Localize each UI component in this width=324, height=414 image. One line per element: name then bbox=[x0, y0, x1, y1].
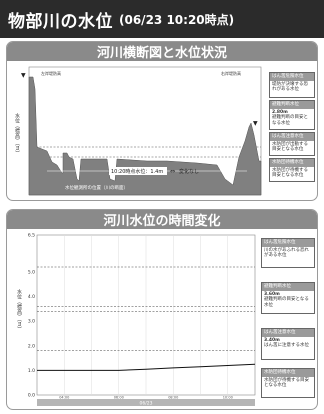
title-bar: 物部川の水位 (06/23 10:20時点) bbox=[0, 0, 324, 38]
cross-section-heading: 河川横断図と水位状況 bbox=[7, 42, 317, 61]
page-title: 物部川の水位 bbox=[8, 11, 113, 32]
ts-x-tick-label: 06:00 bbox=[114, 396, 124, 400]
ts-y-tick-label: 4.0 bbox=[28, 294, 35, 300]
time-series-chart: 6.5 5.0 4.0 3.0 2.0 1.0 0.0 04:00 06:00 08:00 10:… bbox=[16, 233, 256, 407]
trend-arrow-icon: ⇔ bbox=[170, 168, 175, 175]
trend-label: 変化なし bbox=[179, 168, 199, 175]
current-level-label-bg bbox=[109, 167, 167, 175]
left-bank-marker-icon: ▼ bbox=[21, 72, 26, 79]
ts-y-tick-label: 3.0 bbox=[28, 319, 35, 325]
right-bank-marker-icon: ▼ bbox=[253, 120, 258, 127]
ts-x-tick-label: 10:00 bbox=[223, 396, 233, 400]
update-time: (06/23 10:20時点) bbox=[119, 12, 235, 27]
cross-section-panel: 河川横断図と水位状況 ▼ ▼ 左岸堤防高 右岸堤防高 10:20時点水位：1.4… bbox=[6, 41, 318, 201]
ts-legend-standby: 水防団待機水位 水防団が待機する目安となる水位 bbox=[261, 368, 315, 398]
time-series-heading: 河川水位の時間変化 bbox=[7, 210, 317, 229]
ts-y-tick-label: 1.0 bbox=[28, 368, 35, 374]
bottom-label: 水位観測所の位置（川の断面） bbox=[65, 184, 128, 191]
ts-thresholds bbox=[37, 266, 255, 351]
cs-legend-danger: はん濫危険水位 堤防が決壊する恐れがある水位 bbox=[269, 72, 315, 98]
ts-y-tick-label: 0.0 bbox=[28, 393, 35, 399]
cross-section-chart: ▼ ▼ 左岸堤防高 右岸堤防高 10:20時点水位：1.4m ⇔ 変化なし 水位… bbox=[14, 66, 262, 196]
ts-legend-caution: はん濫注意水位 3.40m はん濫に注意する水位 bbox=[261, 328, 315, 360]
ts-y-tick-label: 2.0 bbox=[28, 343, 35, 349]
ts-x-ticks: 04:00 06:00 08:00 10:00 bbox=[59, 396, 233, 400]
current-level-label: 10:20時点水位：1.4m bbox=[111, 168, 163, 175]
ts-x-tick-label: 08:00 bbox=[168, 396, 178, 400]
ts-legend-evac: 避難判断水位 3.60m 避難判断の目安となる水位 bbox=[261, 282, 315, 314]
ts-y-ticks: 6.5 5.0 4.0 3.0 2.0 1.0 0.0 bbox=[28, 233, 35, 399]
ts-legend-danger: はん濫危険水位 川の水があふれる恐れがある水位 bbox=[261, 238, 315, 268]
right-bank-label: 右岸堤防高 bbox=[221, 70, 241, 76]
left-bank-label: 左岸堤防高 bbox=[41, 70, 61, 76]
ts-x-axis-label: 06/23 bbox=[140, 401, 153, 407]
ts-y-tick-label: 5.0 bbox=[28, 269, 35, 275]
cs-legend-caution: はん濫注意水位 水防団が出動する目安となる水位 bbox=[269, 132, 315, 156]
riverbed-shape bbox=[28, 76, 262, 196]
ts-x-tick-label: 04:00 bbox=[59, 396, 69, 400]
ts-y-axis-label: 水位（標高）（m） bbox=[16, 288, 22, 331]
time-series-panel: 河川水位の時間変化 6.5 5.0 4.0 3.0 2.0 1.0 0.0 04:00 06:… bbox=[6, 209, 318, 410]
cs-legend-evac: 避難判断水位 2.80m 避難判断の目安となる水位 bbox=[269, 100, 315, 130]
ts-y-tick-label: 6.5 bbox=[28, 233, 35, 239]
water-level-series-line bbox=[37, 363, 256, 371]
cs-y-axis-label: 水位（標高）（m） bbox=[14, 112, 20, 155]
cs-legend-standby: 水防団待機水位 水防団が待機する目安となる水位 bbox=[269, 158, 315, 182]
ts-date-bar bbox=[37, 399, 255, 406]
